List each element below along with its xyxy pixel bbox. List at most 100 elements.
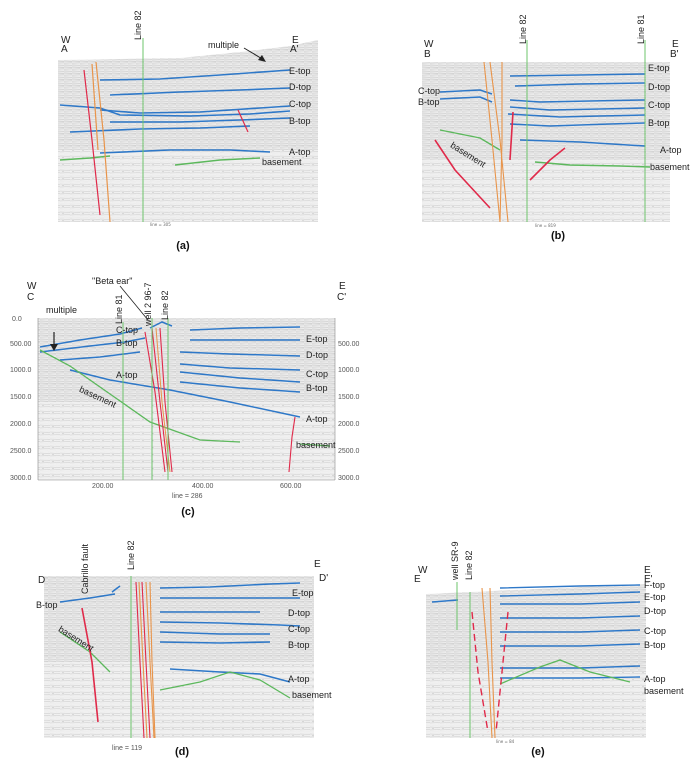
panel-c-axis-right-4: 2500.0 <box>338 448 360 455</box>
panel-c-c-top: C-top <box>306 369 329 379</box>
svg-text:line = 84: line = 84 <box>496 739 515 744</box>
panel-d-caption: (d) <box>174 746 190 758</box>
panel-c-line82-label: Line 82 <box>160 290 170 320</box>
panel-c-a-top: A-top <box>306 414 328 424</box>
panel-b-left-c-top: C-top <box>418 86 441 96</box>
panel-e-c-top: C-top <box>644 626 667 636</box>
panel-b-b-label: B <box>424 49 431 60</box>
panel-b-caption: (b) <box>550 230 566 242</box>
panel-d-d-top: D-top <box>288 608 311 618</box>
panel-c-left-c-top: C-top <box>116 325 139 335</box>
panel-d-line-number: line = 119 <box>112 745 143 752</box>
panel-a-c-top: C-top <box>289 99 312 109</box>
panel-e-f-top: F-top <box>644 580 666 590</box>
panel-e-caption: (e) <box>531 746 545 758</box>
svg-text:line = 305: line = 305 <box>150 222 171 227</box>
panel-c-seismic-section <box>37 285 336 481</box>
panel-c-basement-right: basement <box>296 440 336 450</box>
panel-b-basement-right: basement <box>650 162 690 172</box>
panel-a-e-top: E-top <box>289 66 311 76</box>
panel-a-a-label: A <box>61 44 68 55</box>
panel-c-axis-left-3: 1500.0 <box>10 394 32 401</box>
panel-c-line81-label: Line 81 <box>114 294 124 324</box>
panel-c-c2-label: C' <box>337 292 347 303</box>
panel-b-seismic-section: line = 819 <box>422 40 670 228</box>
panel-a-caption: (a) <box>176 240 190 252</box>
panel-e-e-top: E-top <box>644 592 666 602</box>
panel-a-basement: basement <box>262 157 302 167</box>
panel-b-left-b-top: B-top <box>418 97 440 107</box>
panel-c-d-top: D-top <box>306 350 329 360</box>
panel-b-e-label: E <box>672 39 679 50</box>
panel-b-w-label: W <box>424 39 434 50</box>
panel-d-cabrillo-label: Cabrillo fault <box>80 543 90 594</box>
panel-c-axis-left-5: 2500.0 <box>10 448 32 455</box>
panel-c-axis-bottom-1: 400.00 <box>192 483 214 490</box>
panel-b-line81-label: Line 81 <box>636 14 646 44</box>
panel-d-basement-right: basement <box>292 690 332 700</box>
panel-c-multiple-label: multiple <box>46 305 78 315</box>
panel-e-basement: basement <box>644 686 684 696</box>
panel-a-seismic-section: line = 305 <box>58 38 318 227</box>
panel-c-left-a-top: A-top <box>116 370 138 380</box>
panel-e-e2-label: E' <box>644 574 653 585</box>
panel-c-w-label: W <box>27 281 37 292</box>
panel-b-d-top: D-top <box>648 82 671 92</box>
panel-e-w-label: W <box>418 565 428 576</box>
panel-a-a2-label: A' <box>290 44 299 55</box>
panel-c-left-b-top: B-top <box>116 338 138 348</box>
panel-d: D E D' Cabrillo fault Line 82 B-top E-to… <box>0 522 350 764</box>
panel-c-caption: (c) <box>181 506 195 518</box>
panel-c-beta-ear: "Beta ear" <box>92 276 133 286</box>
panel-c-axis-right-1: 1000.0 <box>338 367 360 374</box>
panel-c-c-label: C <box>27 292 35 303</box>
panel-c-axis-left-0: 0.0 <box>12 316 22 323</box>
panel-c-axis-bottom-2: 600.00 <box>280 483 302 490</box>
panel-b-a-top: A-top <box>660 145 682 155</box>
panel-e-e-label: E <box>644 565 651 576</box>
panel-d-line82-label: Line 82 <box>126 540 136 570</box>
panel-e: line = 84 W E E E' well SR-9 Line 82 F-t… <box>350 522 700 764</box>
panel-a-a-top: A-top <box>289 147 311 157</box>
panel-d-left-b-top: B-top <box>36 600 58 610</box>
panel-d-seismic-section <box>44 576 314 739</box>
panel-a-e-label: E <box>292 35 299 46</box>
panel-b-e-top: E-top <box>648 63 670 73</box>
panel-b-b2-label: B' <box>670 49 679 60</box>
panel-c-axis-left-2: 1000.0 <box>10 367 32 374</box>
panel-e-well-label: well SR-9 <box>450 541 460 580</box>
panel-c-e-top: E-top <box>306 334 328 344</box>
panel-c-axis-right-2: 1500.0 <box>338 394 360 401</box>
panel-c-axis-left-6: 3000.0 <box>10 475 32 482</box>
panel-c-e-label: E <box>339 281 346 292</box>
panel-e-line82-label: Line 82 <box>464 550 474 580</box>
panel-d-d-label: D <box>38 575 46 586</box>
panel-b-c-top: C-top <box>648 100 671 110</box>
panel-b: line = 819 W B E B' Line 82 Line 81 C-to… <box>350 0 700 260</box>
panel-b-b-top: B-top <box>648 118 670 128</box>
panel-e-seismic-section: line = 84 <box>426 582 646 744</box>
panel-d-e-label: E <box>314 559 321 570</box>
panel-c-axis-right-0: 500.00 <box>338 341 360 348</box>
panel-d-d2-label: D' <box>319 573 329 584</box>
panel-d-c-top: C-top <box>288 624 311 634</box>
panel-d-b-top: B-top <box>288 640 310 650</box>
panel-c-axis-left-1: 500.00 <box>10 341 32 348</box>
panel-a-multiple-label: multiple <box>208 40 240 50</box>
panel-e-a-top: A-top <box>644 674 666 684</box>
svg-text:line = 819: line = 819 <box>535 223 556 228</box>
panel-c-b-top: B-top <box>306 383 328 393</box>
panel-a-b-top: B-top <box>289 116 311 126</box>
panel-e-e1-label: E <box>414 574 421 585</box>
panel-d-a-top: A-top <box>288 674 310 684</box>
panel-c-axis-left-4: 2000.0 <box>10 421 32 428</box>
panel-c: W C E C' "Beta ear" Line 81 well 2 96-7 … <box>0 262 370 522</box>
panel-e-b-top: B-top <box>644 640 666 650</box>
panel-c-well-label: well 2 96-7 <box>143 282 153 326</box>
panel-c-axis-bottom-0: 200.00 <box>92 483 114 490</box>
panel-a-line82-label: Line 82 <box>133 10 143 40</box>
panel-c-line-number: line = 286 <box>172 493 203 500</box>
panel-a-d-top: D-top <box>289 82 312 92</box>
panel-e-d-top: D-top <box>644 606 667 616</box>
panel-a-w-label: W <box>61 35 71 46</box>
